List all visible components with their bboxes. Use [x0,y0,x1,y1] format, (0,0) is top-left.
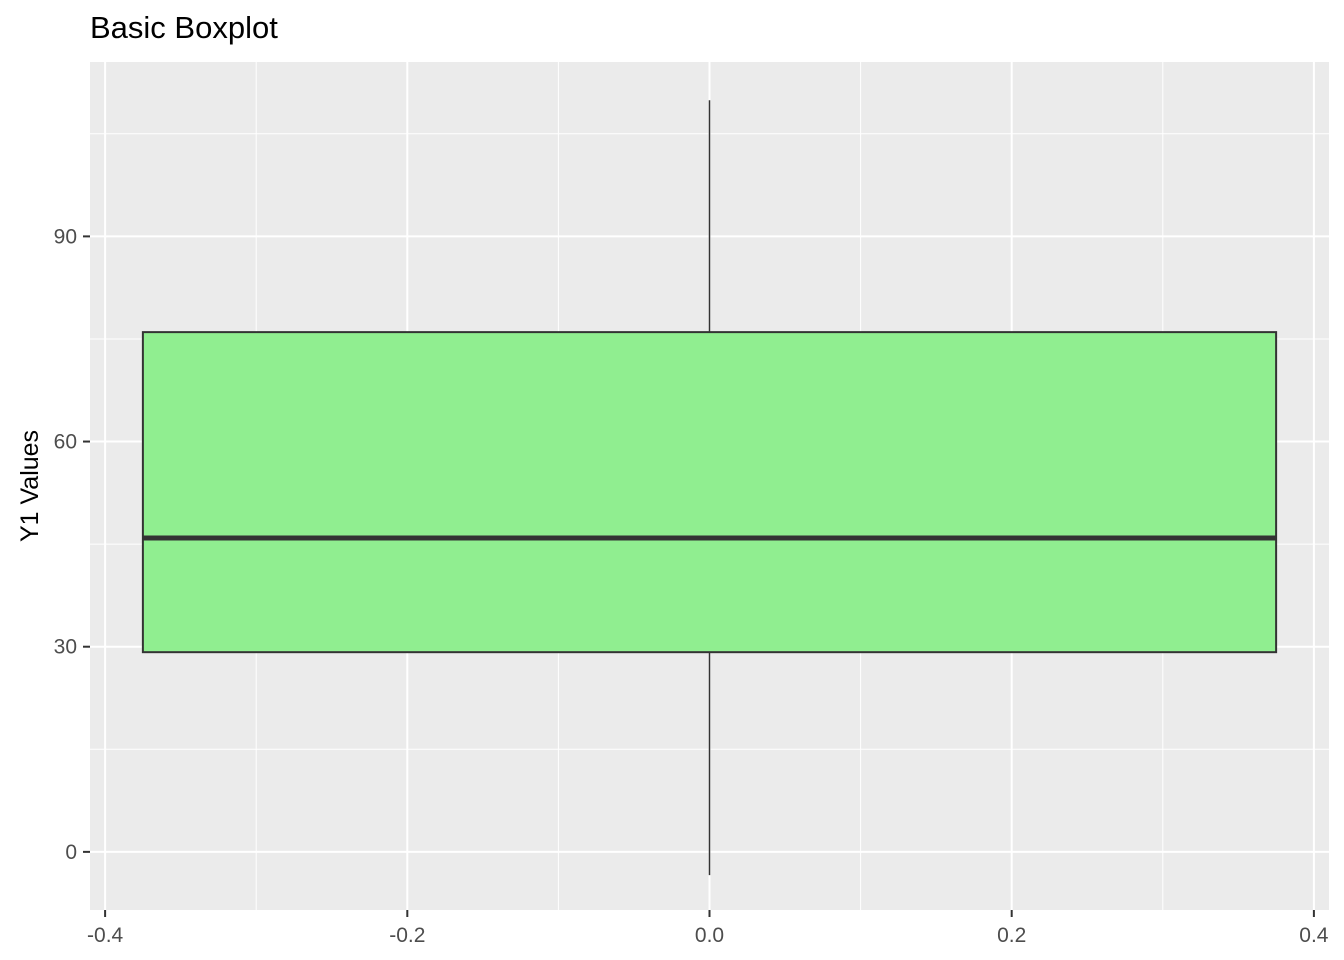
x-tick-label: 0.2 [997,924,1026,947]
box-iqr [141,331,1278,654]
x-tick-label: 0.0 [695,924,724,947]
y-tick-label: 60 [54,431,77,454]
x-axis: -0.4 -0.2 0.0 0.2 0.4 [87,910,1329,947]
x-tick-label: -0.4 [87,924,124,947]
x-tick-label: 0.4 [1299,924,1329,947]
y-tick-label: 90 [54,225,77,248]
y-tick-label: 0 [65,841,77,864]
boxplot-series [141,100,1278,876]
x-tick-label: -0.2 [389,924,425,947]
y-axis-label: Y1 Values [16,430,44,542]
y-tick-label: 30 [54,636,77,659]
chart-title: Basic Boxplot [90,10,278,45]
y-axis: 0 30 60 90 [54,225,90,864]
